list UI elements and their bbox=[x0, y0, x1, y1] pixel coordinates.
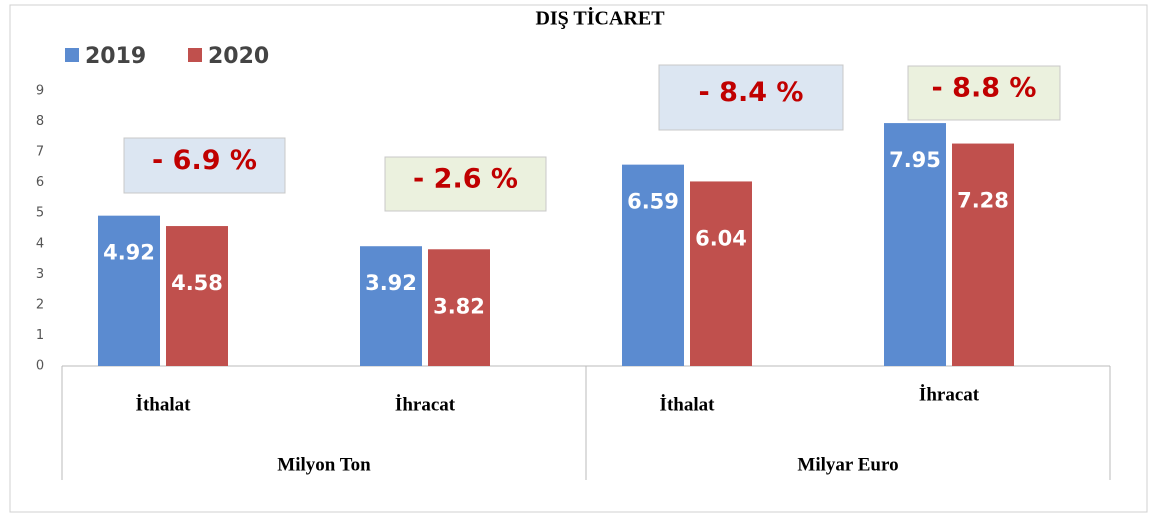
data-label: 4.58 bbox=[171, 271, 223, 295]
legend-swatch bbox=[188, 48, 202, 62]
data-label: 6.04 bbox=[695, 226, 747, 250]
annotation-box bbox=[658, 64, 844, 131]
data-label: 3.92 bbox=[365, 271, 417, 295]
bar bbox=[952, 143, 1014, 366]
x-tick-label: İthalat bbox=[660, 394, 716, 415]
group-label: Milyon Ton bbox=[277, 454, 371, 475]
bar bbox=[360, 246, 422, 366]
bar bbox=[166, 226, 228, 366]
data-label: 7.28 bbox=[957, 189, 1009, 213]
x-tick-label: İhracat bbox=[919, 384, 980, 405]
y-tick-label: 4 bbox=[36, 236, 44, 251]
data-label: 4.92 bbox=[103, 241, 155, 265]
annotation: - 8.4 % bbox=[699, 77, 804, 108]
annotation-box bbox=[384, 156, 547, 212]
legend-swatch bbox=[65, 48, 79, 62]
chart-title: DIŞ TİCARET bbox=[535, 6, 665, 30]
y-tick-label: 3 bbox=[36, 267, 44, 282]
bar bbox=[428, 249, 490, 366]
x-tick-label: İhracat bbox=[395, 394, 456, 415]
legend-label: 2019 bbox=[85, 44, 146, 69]
legend-label: 2020 bbox=[208, 44, 269, 69]
x-tick-label: İthalat bbox=[136, 394, 192, 415]
y-tick-label: 1 bbox=[36, 328, 44, 343]
y-tick-label: 5 bbox=[36, 206, 44, 221]
bar bbox=[884, 123, 946, 366]
annotation: - 2.6 % bbox=[413, 164, 518, 195]
data-label: 7.95 bbox=[889, 148, 941, 172]
annotation-box bbox=[123, 137, 286, 194]
annotation-box bbox=[907, 65, 1061, 121]
y-tick-label: 0 bbox=[36, 359, 44, 374]
group-label: Milyar Euro bbox=[797, 454, 898, 475]
y-tick-label: 6 bbox=[36, 175, 44, 190]
data-label: 3.82 bbox=[433, 294, 485, 318]
data-label: 6.59 bbox=[627, 190, 679, 214]
annotation: - 8.8 % bbox=[932, 73, 1037, 104]
y-tick-label: 9 bbox=[36, 84, 44, 99]
y-tick-label: 2 bbox=[36, 297, 44, 312]
bar bbox=[98, 215, 160, 366]
y-tick-label: 8 bbox=[36, 114, 44, 129]
y-tick-label: 7 bbox=[36, 145, 44, 160]
annotation: - 6.9 % bbox=[152, 145, 257, 176]
bar bbox=[622, 164, 684, 366]
bar bbox=[690, 181, 752, 366]
